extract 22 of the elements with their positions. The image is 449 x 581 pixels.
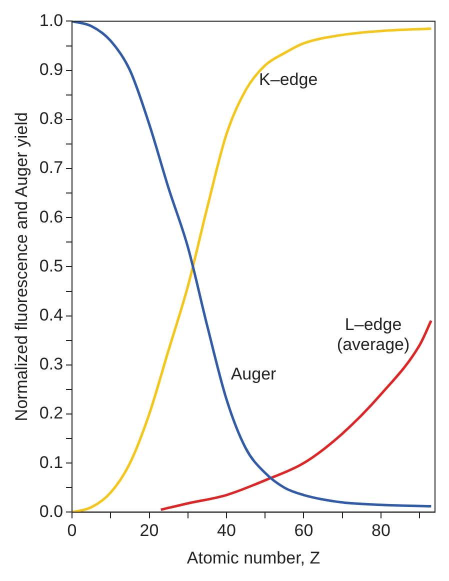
series-label: Auger <box>230 364 277 384</box>
y-tick-label: 0.2 <box>39 404 64 423</box>
series-label: K–edge <box>259 70 318 89</box>
series-label: L–edge (average) <box>336 315 410 354</box>
line-series <box>160 319 432 511</box>
x-axis-title: Atomic number, Z <box>186 548 320 568</box>
y-tick-label: 0.6 <box>39 207 64 226</box>
y-axis-title: Normalized fluorescence and Auger yield <box>12 112 31 422</box>
x-tick-label: 80 <box>371 521 390 540</box>
y-tick-label: 0.1 <box>39 452 64 472</box>
y-tick-label: 0.3 <box>39 354 64 374</box>
y-tick-label: 0.9 <box>39 60 64 79</box>
text: 0.0 <box>39 502 64 521</box>
x-tick-label: 40 <box>217 521 236 540</box>
text: 1.0 <box>39 10 64 30</box>
x-tick-label: 60 <box>294 521 314 540</box>
x-tick-label: 20 <box>140 521 159 540</box>
y-tick-label: 0.7 <box>39 158 64 178</box>
y-tick-label: 0.5 <box>39 256 64 276</box>
y-tick-label: 0.8 <box>39 109 64 128</box>
x-tick-label: 0 <box>67 521 77 540</box>
y-tick-label: 0.4 <box>39 305 64 324</box>
